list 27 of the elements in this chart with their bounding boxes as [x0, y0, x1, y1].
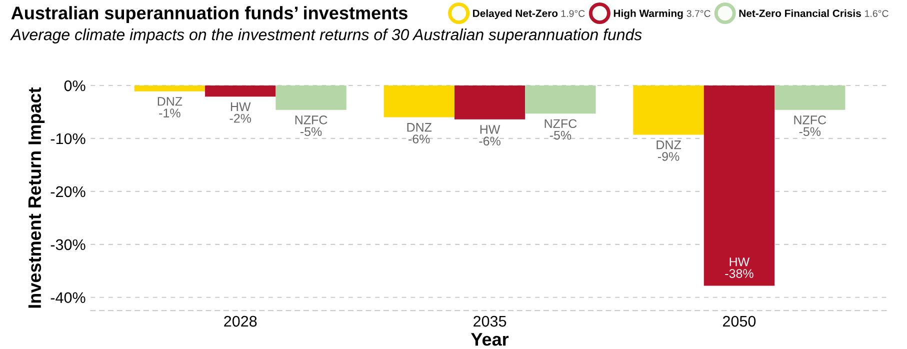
- data-label: HW -2%: [230, 102, 252, 123]
- legend-label: Net-Zero Financial Crisis: [739, 9, 861, 18]
- data-label: DNZ -6%: [407, 123, 432, 144]
- y-tick-label: -30%: [50, 239, 86, 250]
- data-label: NZFC -5%: [544, 119, 577, 140]
- x-tick-label: 2028: [224, 316, 257, 327]
- y-tick-label: -10%: [50, 133, 86, 144]
- legend-label: Delayed Net-Zero: [473, 9, 558, 20]
- x-tick-label: 2050: [722, 316, 756, 327]
- data-label: NZFC -5%: [794, 115, 826, 136]
- data-label: NZFC -5%: [295, 115, 328, 136]
- y-tick-label: -20%: [50, 186, 86, 198]
- chart-subtitle: Average climate impacts on the investment returns of 30 Australian superannuation funds: [10, 28, 642, 44]
- chart-title: Australian superannuation funds’ investments: [11, 6, 408, 23]
- text: 1.6°C: [865, 10, 888, 17]
- x-axis-title: Year: [471, 333, 509, 346]
- data-label: DNZ -1%: [158, 97, 182, 118]
- text: 1.9°C: [561, 10, 585, 17]
- data-label: HW -6%: [479, 125, 500, 146]
- y-tick-label: -40%: [50, 292, 86, 304]
- legend-label: High Warming: [614, 9, 683, 20]
- data-label: HW -38%: [725, 258, 754, 278]
- data-label: DNZ -9%: [656, 140, 681, 161]
- y-axis-title: Investment Return Impact: [28, 87, 45, 308]
- text: 3.7°C: [686, 10, 710, 17]
- x-tick-label: 2035: [474, 316, 506, 327]
- y-tick-label: 0%: [64, 80, 86, 92]
